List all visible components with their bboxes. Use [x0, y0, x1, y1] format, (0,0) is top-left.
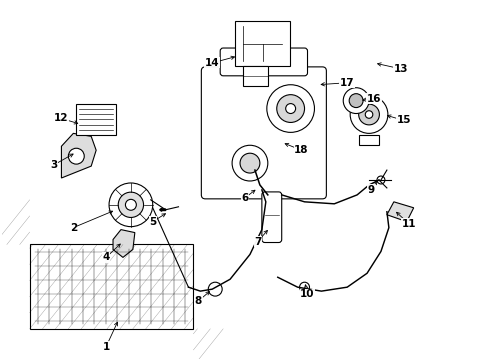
Circle shape [125, 199, 136, 210]
Text: 6: 6 [242, 193, 248, 203]
Text: 1: 1 [102, 342, 110, 352]
Circle shape [349, 94, 363, 108]
Text: 2: 2 [70, 222, 77, 233]
Bar [359, 135, 379, 145]
Circle shape [267, 85, 315, 132]
Text: 3: 3 [50, 160, 57, 170]
Polygon shape [61, 133, 96, 178]
FancyBboxPatch shape [262, 192, 282, 243]
Circle shape [232, 145, 268, 181]
Text: 15: 15 [396, 116, 411, 126]
Text: 17: 17 [340, 78, 355, 88]
Text: 5: 5 [149, 217, 156, 227]
Bar [76, 104, 116, 135]
Circle shape [359, 104, 379, 125]
Text: 14: 14 [205, 58, 220, 68]
Text: 16: 16 [367, 94, 381, 104]
Text: 9: 9 [368, 185, 374, 195]
FancyArrow shape [160, 208, 166, 211]
Circle shape [118, 192, 144, 217]
FancyBboxPatch shape [201, 67, 326, 199]
Text: 18: 18 [294, 145, 309, 155]
Circle shape [69, 148, 84, 164]
Text: 12: 12 [54, 113, 69, 123]
Text: 7: 7 [254, 237, 262, 247]
Bar [235, 21, 290, 66]
Text: 10: 10 [300, 289, 315, 299]
Text: 8: 8 [195, 296, 202, 306]
Bar [243, 66, 268, 86]
Circle shape [286, 104, 295, 113]
Circle shape [350, 96, 388, 133]
Circle shape [109, 183, 153, 227]
Bar [30, 244, 194, 329]
Polygon shape [387, 202, 414, 222]
Text: 13: 13 [393, 64, 408, 74]
Circle shape [208, 282, 222, 296]
Circle shape [377, 176, 385, 184]
Circle shape [343, 88, 369, 113]
Text: 11: 11 [401, 219, 416, 229]
Circle shape [277, 95, 305, 122]
Circle shape [365, 111, 373, 118]
FancyBboxPatch shape [220, 48, 308, 76]
Text: 4: 4 [102, 252, 110, 262]
Polygon shape [113, 230, 135, 257]
Circle shape [299, 282, 310, 292]
Circle shape [240, 153, 260, 173]
